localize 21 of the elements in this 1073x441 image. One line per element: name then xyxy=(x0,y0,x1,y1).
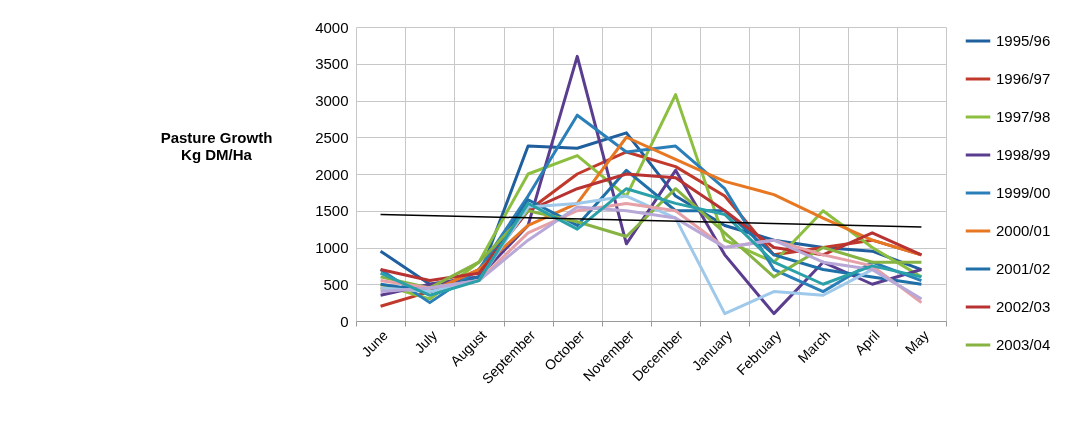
y-tick-label: 2500 xyxy=(315,128,349,146)
legend-label: 2002/03 xyxy=(996,298,1051,315)
y-tick-label: 1500 xyxy=(315,202,349,220)
y-tick-label: 4000 xyxy=(315,18,349,36)
legend-label: 1998/99 xyxy=(996,146,1051,163)
legend-label: 1999/00 xyxy=(996,184,1051,201)
legend-label: 1997/98 xyxy=(996,108,1051,125)
y-tick-label: 2000 xyxy=(315,165,349,183)
x-tick-label: May xyxy=(901,327,932,358)
legend-label: 2003/04 xyxy=(996,336,1051,353)
legend-label: 2001/02 xyxy=(996,260,1051,277)
legend-label: 1995/96 xyxy=(996,32,1051,49)
legend-label: 1996/97 xyxy=(996,70,1051,87)
x-tick-label: July xyxy=(411,327,441,357)
legend-label: 2000/01 xyxy=(996,222,1051,239)
y-tick-label: 3000 xyxy=(315,92,349,109)
y-tick-label: 1000 xyxy=(315,239,349,256)
y-tick-label: 0 xyxy=(340,312,349,330)
y-axis-title: Pasture Growth Kg DM/Ha xyxy=(160,128,273,163)
y-tick-label: 3500 xyxy=(315,55,349,73)
y-tick-label: 500 xyxy=(323,275,349,293)
